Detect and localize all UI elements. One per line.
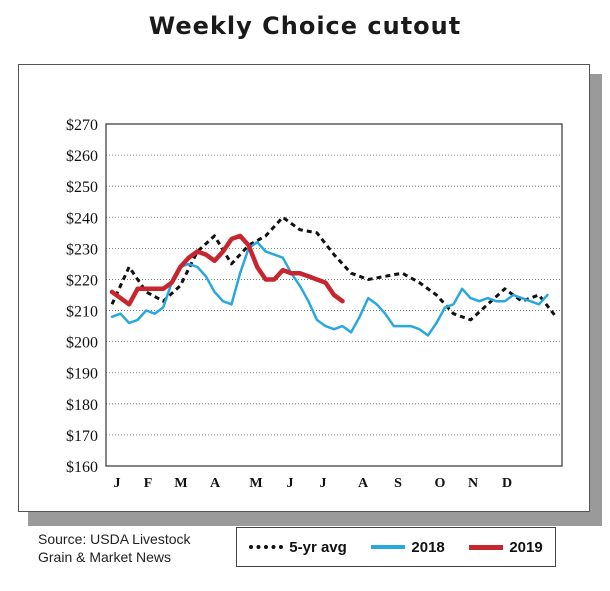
legend-entry-5yr-avg: 5-yr avg [249, 539, 347, 556]
legend-swatch-5yr-avg [249, 545, 284, 549]
y-tick-label: $270 [66, 117, 98, 134]
y-tick-label: $200 [66, 335, 98, 352]
x-tick-label: O [435, 476, 446, 491]
x-tick-label: A [210, 476, 221, 491]
legend-swatch-2019 [469, 544, 504, 550]
y-tick-label: $170 [66, 428, 98, 445]
legend-swatch-2018 [371, 545, 406, 549]
source-line-2: Grain & Market News [38, 549, 172, 565]
x-tick-label: F [144, 476, 153, 491]
legend-label-2019: 2019 [509, 538, 543, 556]
legend-label-5yr-avg: 5-yr avg [289, 538, 347, 556]
chart-legend: 5-yr avg 2018 2019 [236, 527, 556, 567]
source-line-1: Source: USDA Livestock [38, 531, 191, 547]
y-tick-label: $180 [66, 397, 98, 414]
x-tick-label: M [249, 476, 262, 491]
plot-border [105, 123, 563, 467]
x-tick-label: S [394, 476, 402, 491]
x-tick-label: J [320, 476, 327, 491]
series-line-2019 [109, 233, 345, 307]
x-tick-label: D [502, 476, 512, 491]
y-tick-label: $160 [66, 459, 98, 476]
x-tick-label: J [114, 476, 121, 491]
x-tick-label: N [468, 476, 478, 491]
y-tick-label: $220 [66, 272, 98, 289]
source-note: Source: USDA Livestock Grain & Market Ne… [38, 530, 191, 566]
series-line-5-yr-avg [110, 215, 558, 322]
y-tick-label: $240 [66, 210, 98, 227]
legend-entry-2019: 2019 [469, 538, 543, 556]
x-tick-label: M [174, 476, 187, 491]
legend-label-2018: 2018 [411, 538, 445, 556]
y-tick-label: $250 [66, 179, 98, 196]
y-tick-label: $260 [66, 148, 98, 165]
y-tick-label: $190 [66, 366, 98, 383]
x-tick-label: J [287, 476, 294, 491]
y-tick-label: $230 [66, 241, 98, 258]
y-tick-label: $210 [66, 304, 98, 321]
x-tick-label: A [358, 476, 369, 491]
chart-title: Weekly Choice cutout [148, 12, 462, 40]
legend-entry-2018: 2018 [371, 538, 445, 556]
